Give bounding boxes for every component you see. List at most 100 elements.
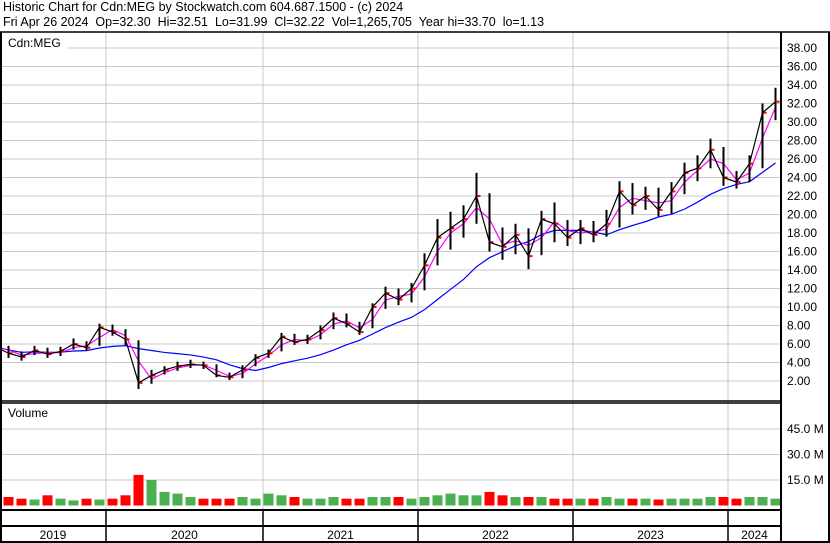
volume-bar bbox=[107, 498, 118, 506]
volume-bar bbox=[341, 498, 352, 506]
volume-bar bbox=[640, 498, 651, 506]
volume-bar bbox=[354, 498, 365, 506]
volume-tick-label: 45.0 M bbox=[787, 422, 824, 436]
volume-bar bbox=[380, 497, 391, 506]
volume-bar bbox=[510, 497, 521, 506]
volume-bar bbox=[588, 498, 599, 506]
ma-long-line bbox=[0, 162, 776, 372]
volume-bar bbox=[575, 498, 586, 506]
price-tick-label: 34.00 bbox=[787, 78, 817, 92]
chart-title: Historic Chart for Cdn:MEG by Stockwatch… bbox=[3, 0, 404, 14]
volume-bar bbox=[549, 498, 560, 506]
price-tick-label: 32.00 bbox=[787, 97, 817, 111]
volume-bar bbox=[250, 498, 261, 506]
price-bars bbox=[0, 87, 780, 390]
volume-bar bbox=[159, 491, 170, 506]
quote-summary: Fri Apr 26 2024 Op=32.30 Hi=32.51 Lo=31.… bbox=[3, 15, 545, 29]
volume-bar bbox=[224, 498, 235, 506]
price-tick-label: 28.00 bbox=[787, 134, 817, 148]
year-label: 2024 bbox=[741, 528, 768, 542]
price-tick-label: 10.00 bbox=[787, 300, 817, 314]
volume-bar bbox=[328, 497, 339, 506]
volume-bar bbox=[315, 498, 326, 506]
volume-bar bbox=[120, 495, 131, 506]
volume-bar bbox=[133, 474, 144, 506]
price-tick-label: 36.00 bbox=[787, 60, 817, 74]
price-tick-label: 24.00 bbox=[787, 171, 817, 185]
volume-bar bbox=[627, 498, 638, 506]
volume-bar bbox=[237, 497, 248, 506]
symbol-label: Cdn:MEG bbox=[8, 36, 61, 50]
volume-bar bbox=[185, 497, 196, 506]
volume-bar bbox=[172, 493, 183, 506]
price-tick-label: 4.00 bbox=[787, 356, 811, 370]
volume-label: Volume bbox=[8, 406, 48, 420]
volume-bar bbox=[406, 498, 417, 506]
volume-bar bbox=[692, 498, 703, 506]
grid-lines bbox=[0, 33, 781, 510]
volume-bar bbox=[770, 498, 781, 506]
price-tick-label: 30.00 bbox=[787, 115, 817, 129]
volume-bar bbox=[211, 498, 222, 506]
volume-bar bbox=[81, 498, 92, 506]
volume-bar bbox=[289, 497, 300, 506]
volume-bar bbox=[42, 495, 53, 506]
axis-labels: Cdn:MEG Volume 2.00 4.00 6.00 8.00 10.00 12.00 1… bbox=[8, 36, 824, 542]
volume-bar bbox=[471, 495, 482, 506]
volume-bar bbox=[276, 495, 287, 506]
volume-bar bbox=[302, 498, 313, 506]
year-label: 2022 bbox=[482, 528, 509, 542]
volume-bar bbox=[731, 498, 742, 506]
volume-bar bbox=[29, 499, 40, 506]
close-line bbox=[0, 101, 776, 384]
price-tick-label: 8.00 bbox=[787, 319, 811, 333]
volume-bar bbox=[458, 495, 469, 506]
volume-bar bbox=[146, 480, 157, 506]
volume-bar bbox=[705, 497, 716, 506]
volume-bar bbox=[679, 498, 690, 506]
volume-bar bbox=[523, 497, 534, 506]
volume-bar bbox=[562, 498, 573, 506]
year-label: 2020 bbox=[171, 528, 198, 542]
volume-bar bbox=[653, 499, 664, 506]
volume-bar bbox=[744, 497, 755, 506]
volume-bar bbox=[718, 497, 729, 506]
price-tick-label: 2.00 bbox=[787, 374, 811, 388]
price-tick-label: 26.00 bbox=[787, 152, 817, 166]
price-tick-label: 16.00 bbox=[787, 245, 817, 259]
volume-bar bbox=[16, 498, 27, 506]
year-label: 2019 bbox=[40, 528, 67, 542]
symbol-label-bg bbox=[3, 35, 67, 50]
volume-bar bbox=[68, 500, 79, 506]
volume-bar bbox=[3, 497, 14, 506]
volume-bar bbox=[55, 498, 66, 506]
volume-bar bbox=[419, 497, 430, 506]
volume-bar bbox=[484, 491, 495, 506]
year-label: 2021 bbox=[327, 528, 354, 542]
price-tick-label: 14.00 bbox=[787, 263, 817, 277]
volume-bar bbox=[601, 497, 612, 506]
volume-bar bbox=[614, 498, 625, 506]
volume-bar bbox=[367, 497, 378, 506]
volume-bar bbox=[757, 497, 768, 506]
volume-bar bbox=[666, 498, 677, 506]
chart-frame bbox=[0, 31, 830, 543]
volume-bar bbox=[432, 495, 443, 506]
volume-tick-label: 30.0 M bbox=[787, 448, 824, 462]
price-tick-label: 38.00 bbox=[787, 41, 817, 55]
price-tick-label: 6.00 bbox=[787, 337, 811, 351]
volume-bar bbox=[393, 497, 404, 506]
ma-short-line bbox=[0, 106, 777, 380]
volume-bar bbox=[198, 498, 209, 506]
volume-bar bbox=[94, 499, 105, 506]
volume-bar bbox=[445, 493, 456, 506]
price-tick-label: 22.00 bbox=[787, 189, 817, 203]
year-label: 2023 bbox=[637, 528, 664, 542]
volume-bar bbox=[536, 497, 547, 506]
volume-tick-label: 15.0 M bbox=[787, 473, 824, 487]
price-tick-label: 18.00 bbox=[787, 226, 817, 240]
volume-bars bbox=[0, 474, 781, 506]
volume-bar bbox=[497, 495, 508, 506]
volume-bar bbox=[263, 493, 274, 506]
